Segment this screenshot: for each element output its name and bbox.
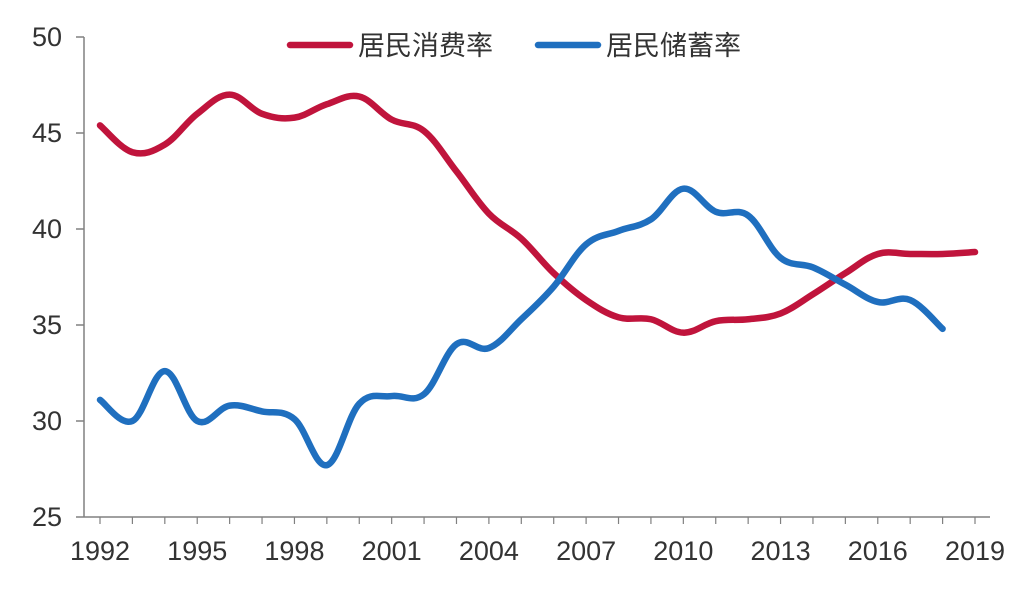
x-tick-label: 1992 bbox=[70, 536, 130, 566]
axes: 25 30 35 40 45 50 1992 1995 1998 2001 2004 2007 2010… bbox=[32, 22, 1005, 566]
legend-label: 居民储蓄率 bbox=[606, 31, 741, 62]
y-tick-label: 50 bbox=[32, 22, 62, 52]
x-tick-label: 1995 bbox=[167, 536, 227, 566]
y-tick-label: 25 bbox=[32, 502, 62, 532]
series-line-savings-rate bbox=[96, 185, 946, 469]
series-lines bbox=[96, 91, 979, 469]
y-tick-label: 30 bbox=[32, 406, 62, 436]
y-tick-label: 45 bbox=[32, 118, 62, 148]
x-tick-label: 2013 bbox=[751, 536, 811, 566]
legend-label: 居民消费率 bbox=[358, 31, 493, 62]
x-tick-label: 1998 bbox=[264, 536, 324, 566]
series-line-consumption-rate bbox=[96, 91, 979, 336]
y-tick-label: 40 bbox=[32, 214, 62, 244]
x-tick-label: 2004 bbox=[459, 536, 519, 566]
x-tick-label: 2007 bbox=[556, 536, 616, 566]
y-tick-label: 35 bbox=[32, 310, 62, 340]
x-tick-label: 2010 bbox=[653, 536, 713, 566]
x-tick-label: 2016 bbox=[848, 536, 908, 566]
x-tick-label: 2019 bbox=[945, 536, 1005, 566]
legend: 居民消费率 居民储蓄率 bbox=[286, 31, 741, 62]
x-tick-label: 2001 bbox=[362, 536, 422, 566]
